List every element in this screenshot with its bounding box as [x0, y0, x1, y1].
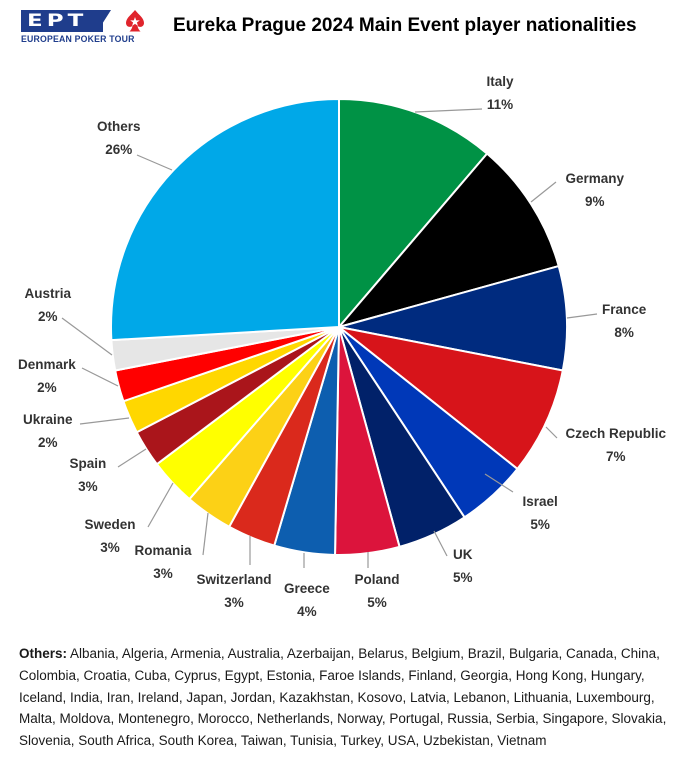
leader-line: [545, 426, 558, 439]
logo-banner-cut: [97, 10, 111, 32]
slice-name: Czech Republic: [565, 426, 667, 441]
slice-percent: 11%: [486, 97, 514, 112]
leader-line: [136, 154, 173, 171]
slice-label-sweden: Sweden 3%: [85, 513, 136, 559]
slice-label-israel: Israel 5%: [523, 490, 558, 536]
leader-line: [414, 108, 483, 113]
slice-label-greece: Greece 4%: [284, 577, 330, 623]
slice-percent: 5%: [530, 517, 550, 532]
pie-slice-germany: [338, 152, 560, 328]
pie-chart: [61, 98, 598, 568]
slice-label-germany: Germany 9%: [566, 167, 625, 213]
slice-label-czech-republic: Czech Republic 7%: [566, 422, 667, 468]
slice-name: Austria: [24, 286, 72, 301]
slice-name: Spain: [69, 456, 107, 471]
others-footnote: Others: Albania, Algeria, Armenia, Austr…: [19, 643, 689, 752]
slice-percent: 4%: [297, 604, 317, 619]
leader-line: [433, 530, 448, 557]
slice-label-austria: Austria 2%: [25, 282, 72, 328]
slice-percent: 5%: [453, 570, 473, 585]
slice-name: Italy: [486, 74, 514, 89]
slice-name: UK: [453, 547, 473, 562]
slice-label-ukraine: Ukraine 2%: [23, 408, 73, 454]
leader-line: [79, 417, 130, 425]
slice-percent: 3%: [100, 540, 120, 555]
slice-percent: 7%: [606, 449, 626, 464]
logo-subtitle: EUROPEAN POKER TOUR: [21, 34, 135, 45]
slice-percent: 5%: [367, 595, 387, 610]
slice-percent: 2%: [38, 309, 58, 324]
footnote-label: Others:: [19, 646, 68, 661]
slice-percent: 9%: [585, 194, 605, 209]
leader-line: [202, 512, 209, 556]
slice-name: Sweden: [84, 517, 136, 532]
chart-title: Eureka Prague 2024 Main Event player nat…: [173, 15, 637, 36]
pie-slice-france: [338, 265, 568, 372]
slice-label-france: France 8%: [602, 298, 646, 344]
slice-name: Ukraine: [23, 412, 73, 427]
slice-name: Switzerland: [196, 572, 272, 587]
leader-line: [61, 317, 113, 356]
slice-name: Others: [97, 119, 141, 134]
slice-label-romania: Romania 3%: [135, 539, 192, 585]
slice-label-spain: Spain 3%: [70, 452, 107, 498]
logo-banner: [21, 10, 103, 32]
slice-percent: 26%: [105, 142, 133, 157]
pie-slice-czech-republic: [338, 326, 564, 470]
pie-slice-italy: [338, 98, 489, 328]
slice-percent: 2%: [37, 380, 57, 395]
leader-line: [484, 473, 514, 493]
slice-label-denmark: Denmark 2%: [18, 353, 76, 399]
slice-label-switzerland: Switzerland 3%: [197, 568, 272, 614]
leader-line: [117, 448, 147, 468]
slice-percent: 2%: [38, 435, 58, 450]
slice-name: Germany: [565, 171, 625, 186]
slice-percent: 8%: [614, 325, 634, 340]
pie-slice-others: [110, 98, 340, 342]
slice-name: Poland: [354, 572, 400, 587]
slice-name: Romania: [134, 543, 192, 558]
slice-label-italy: Italy 11%: [487, 70, 514, 116]
slice-name: France: [602, 302, 647, 317]
leader-line: [566, 313, 598, 319]
slice-percent: 3%: [153, 566, 173, 581]
slice-name: Greece: [284, 581, 330, 596]
leader-line: [81, 367, 119, 387]
slice-label-uk: UK 5%: [453, 543, 473, 589]
slice-name: Israel: [522, 494, 558, 509]
slice-percent: 3%: [224, 595, 244, 610]
spade-star-icon: [126, 10, 144, 32]
slice-label-others: Others 26%: [97, 115, 141, 161]
ept-logo: EPT EUROPEAN POKER TOUR: [19, 9, 159, 45]
slice-name: Denmark: [18, 357, 76, 372]
slice-percent: 3%: [78, 479, 98, 494]
logo-letters: EPT: [27, 11, 88, 31]
leader-line: [147, 482, 174, 528]
footnote-text: Albania, Algeria, Armenia, Australia, Az…: [19, 646, 667, 749]
slice-label-poland: Poland 5%: [355, 568, 400, 614]
leader-line: [530, 181, 557, 203]
